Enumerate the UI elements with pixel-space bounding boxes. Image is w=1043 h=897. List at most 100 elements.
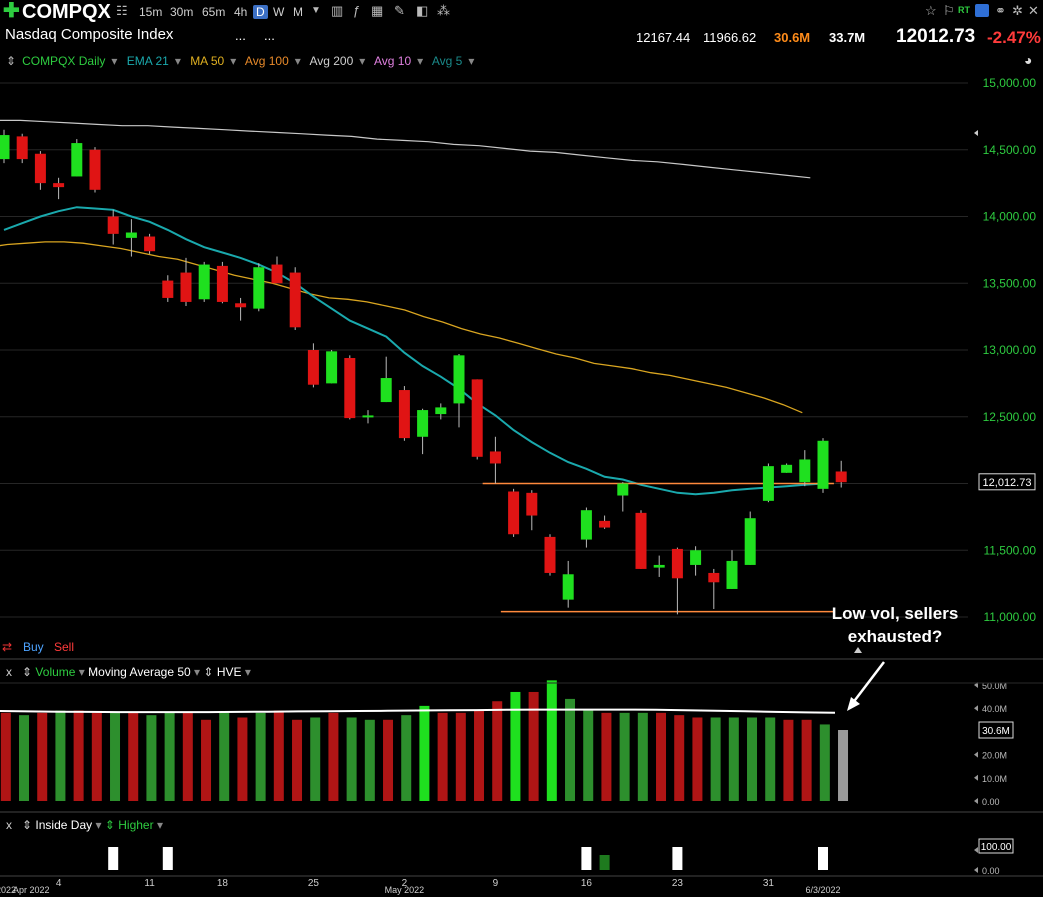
layers-icon[interactable]: ◧	[416, 3, 429, 18]
sort-arrows-icon[interactable]: ⇕	[203, 665, 214, 679]
volume-bar[interactable]	[492, 701, 503, 801]
chevron-down-icon[interactable]: ▾	[156, 818, 163, 832]
sort-arrows-icon[interactable]: ⇕	[104, 818, 115, 832]
volume-bar[interactable]	[273, 710, 284, 801]
candle[interactable]	[489, 436, 501, 484]
candle[interactable]	[453, 354, 465, 428]
volume-bar[interactable]	[583, 710, 594, 801]
volume-bar[interactable]	[0, 712, 11, 801]
volume-bar[interactable]	[728, 717, 739, 801]
candle[interactable]	[417, 408, 429, 455]
candle[interactable]	[34, 151, 46, 190]
candle[interactable]	[326, 350, 338, 384]
chevron-down-icon[interactable]: ▾	[78, 665, 85, 679]
volume-bar[interactable]	[674, 715, 685, 801]
chevron-down-icon[interactable]: ▼	[311, 5, 321, 16]
link-icon[interactable]: ⚭	[995, 3, 1006, 18]
volume-bar[interactable]	[292, 719, 303, 801]
volume-bar[interactable]	[455, 712, 466, 801]
inside-day-bar[interactable]	[818, 847, 828, 870]
candle[interactable]	[580, 507, 592, 548]
grid-icon[interactable]: ☷	[116, 3, 128, 18]
candle[interactable]	[289, 267, 301, 330]
timeframe-15m[interactable]: 15m	[139, 5, 163, 19]
chart-type-icon[interactable]: ▥	[331, 3, 344, 18]
legend-ma50[interactable]: MA 50	[190, 54, 225, 68]
candle[interactable]	[235, 297, 247, 321]
timeframe-d[interactable]: D	[253, 5, 268, 19]
candle[interactable]	[690, 546, 702, 576]
pencil-icon[interactable]: ✎	[394, 3, 405, 18]
legend-avg100[interactable]: Avg 100	[244, 54, 289, 68]
candle[interactable]	[435, 403, 447, 420]
volume-bar[interactable]	[237, 717, 248, 801]
chevron-down-icon[interactable]: ▾	[468, 54, 475, 68]
volume-bar[interactable]	[619, 712, 630, 801]
volume-bar[interactable]	[747, 717, 758, 801]
volume-bar[interactable]	[364, 719, 375, 801]
candle[interactable]	[398, 386, 410, 441]
volume-bar[interactable]	[73, 710, 84, 801]
inside-day-bar[interactable]	[599, 855, 610, 870]
chevron-down-icon[interactable]: ▾	[359, 54, 366, 68]
candle[interactable]	[653, 555, 665, 577]
legend-avg5[interactable]: Avg 5	[431, 54, 463, 68]
candle[interactable]	[253, 263, 265, 312]
candle[interactable]	[307, 343, 319, 388]
candle[interactable]	[617, 482, 629, 512]
sell-button[interactable]: Sell	[54, 640, 75, 654]
candle[interactable]	[16, 133, 28, 164]
calculator-icon[interactable]: ▦	[371, 3, 384, 18]
sort-arrows-icon[interactable]: ⇕	[22, 818, 33, 832]
volume-bar[interactable]	[528, 691, 539, 801]
candle[interactable]	[180, 257, 192, 306]
candle[interactable]	[380, 356, 392, 403]
candle[interactable]	[835, 460, 847, 488]
volume-bar[interactable]	[110, 712, 121, 801]
chevron-down-icon[interactable]: ▾	[230, 54, 237, 68]
candle[interactable]	[599, 515, 611, 529]
volume-bar[interactable]	[510, 691, 521, 801]
volume-bar[interactable]	[474, 710, 485, 801]
candle[interactable]	[526, 490, 538, 531]
candle[interactable]	[107, 209, 119, 245]
volume-bar[interactable]	[637, 712, 648, 801]
close-icon[interactable]: ✕	[1028, 3, 1039, 18]
volume-bar[interactable]	[783, 719, 794, 801]
flag-icon[interactable]: ⚐	[943, 3, 955, 18]
candle[interactable]	[799, 450, 811, 487]
chevron-down-icon[interactable]: ▾	[194, 665, 201, 679]
volume-bar[interactable]	[838, 730, 849, 801]
palette-icon[interactable]: ◕	[1024, 52, 1033, 68]
candle[interactable]	[781, 463, 793, 473]
symbol-label[interactable]: COMPQX	[22, 1, 111, 23]
volume-bar[interactable]	[55, 710, 66, 801]
candle[interactable]	[471, 379, 483, 460]
candle[interactable]	[144, 233, 156, 254]
volume-bar[interactable]	[346, 717, 357, 801]
candle[interactable]	[71, 139, 83, 177]
volume-bar[interactable]	[328, 712, 339, 801]
candle[interactable]	[216, 261, 228, 304]
candle[interactable]	[508, 488, 520, 537]
volume-bar[interactable]	[310, 717, 321, 801]
timeframe-65m[interactable]: 65m	[202, 5, 226, 19]
candle[interactable]	[744, 511, 756, 565]
timeframe-m[interactable]: M	[293, 5, 303, 19]
candle[interactable]	[89, 147, 101, 193]
volume-bar[interactable]	[437, 712, 448, 801]
volume-bar[interactable]	[255, 712, 266, 801]
candle[interactable]	[53, 177, 65, 200]
candle[interactable]	[362, 410, 374, 424]
candle[interactable]	[817, 438, 829, 493]
volume-bar[interactable]	[819, 724, 830, 801]
indicator-icon[interactable]: ƒ	[353, 3, 361, 18]
volume-bar[interactable]	[146, 715, 157, 801]
chevron-down-icon[interactable]: ▾	[417, 54, 424, 68]
legend-ema21[interactable]: EMA 21	[126, 54, 169, 68]
volume-bar[interactable]	[383, 719, 394, 801]
volume-bar[interactable]	[182, 712, 193, 801]
timeframe-w[interactable]: W	[273, 5, 285, 19]
sort-arrows-icon[interactable]: ⇕	[6, 54, 17, 68]
